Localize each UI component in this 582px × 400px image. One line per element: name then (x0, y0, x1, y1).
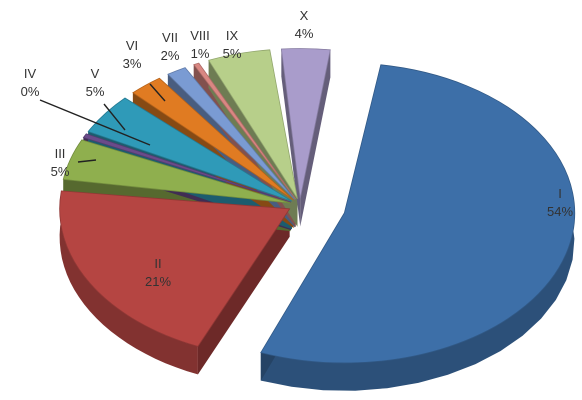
slice-label-x: X (300, 8, 309, 23)
slice-wall-x-1 (300, 49, 331, 227)
leader-line-iv (39, 99, 151, 146)
slice-vi (132, 77, 294, 201)
slice-v (87, 97, 293, 202)
slice-label-vi: VI (126, 38, 138, 53)
slice-iii (62, 139, 291, 204)
slice-label-v: V (91, 66, 100, 81)
slice-iv (82, 133, 292, 203)
slice-pct-vi: 3% (123, 56, 142, 71)
slice-pct-x: 4% (295, 26, 314, 41)
slice-label-i: I (558, 186, 562, 201)
slice-pct-vii: 2% (161, 48, 180, 63)
slice-ix (208, 49, 298, 199)
slice-i (260, 64, 576, 364)
slice-wall-ii-0 (197, 208, 290, 375)
slice-side-ii (59, 190, 198, 375)
leader-line-layer (39, 83, 166, 163)
slice-wall-x-0 (281, 48, 301, 227)
leader-line-vi (149, 83, 166, 102)
slice-label-iv: IV (24, 66, 37, 81)
slice-viii (193, 62, 297, 200)
slice-top-layer (59, 48, 576, 364)
leader-line-iii (77, 159, 97, 163)
slice-label-ix: IX (226, 28, 239, 43)
leader-line-v (103, 103, 126, 131)
slice-pct-iii: 5% (51, 164, 70, 179)
slice-pct-i: 54% (547, 204, 573, 219)
slice-pct-ix: 5% (223, 46, 242, 61)
slice-pct-iv: 0% (21, 84, 40, 99)
slice-vii (167, 67, 296, 200)
label-layer: I 54% II 21% III 5% IV 0% V 5% VI 3% VII 2% VIII 1% IX 5%… (21, 8, 574, 289)
slice-label-viii: VIII (190, 28, 210, 43)
slice-x (280, 48, 331, 199)
slice-ii (59, 190, 291, 347)
slice-pct-viii: 1% (191, 46, 210, 61)
slice-label-vii: VII (162, 30, 178, 45)
slice-pct-v: 5% (86, 84, 105, 99)
slice-pct-ii: 21% (145, 274, 171, 289)
slice-label-iii: III (55, 146, 66, 161)
slice-label-ii: II (154, 256, 161, 271)
